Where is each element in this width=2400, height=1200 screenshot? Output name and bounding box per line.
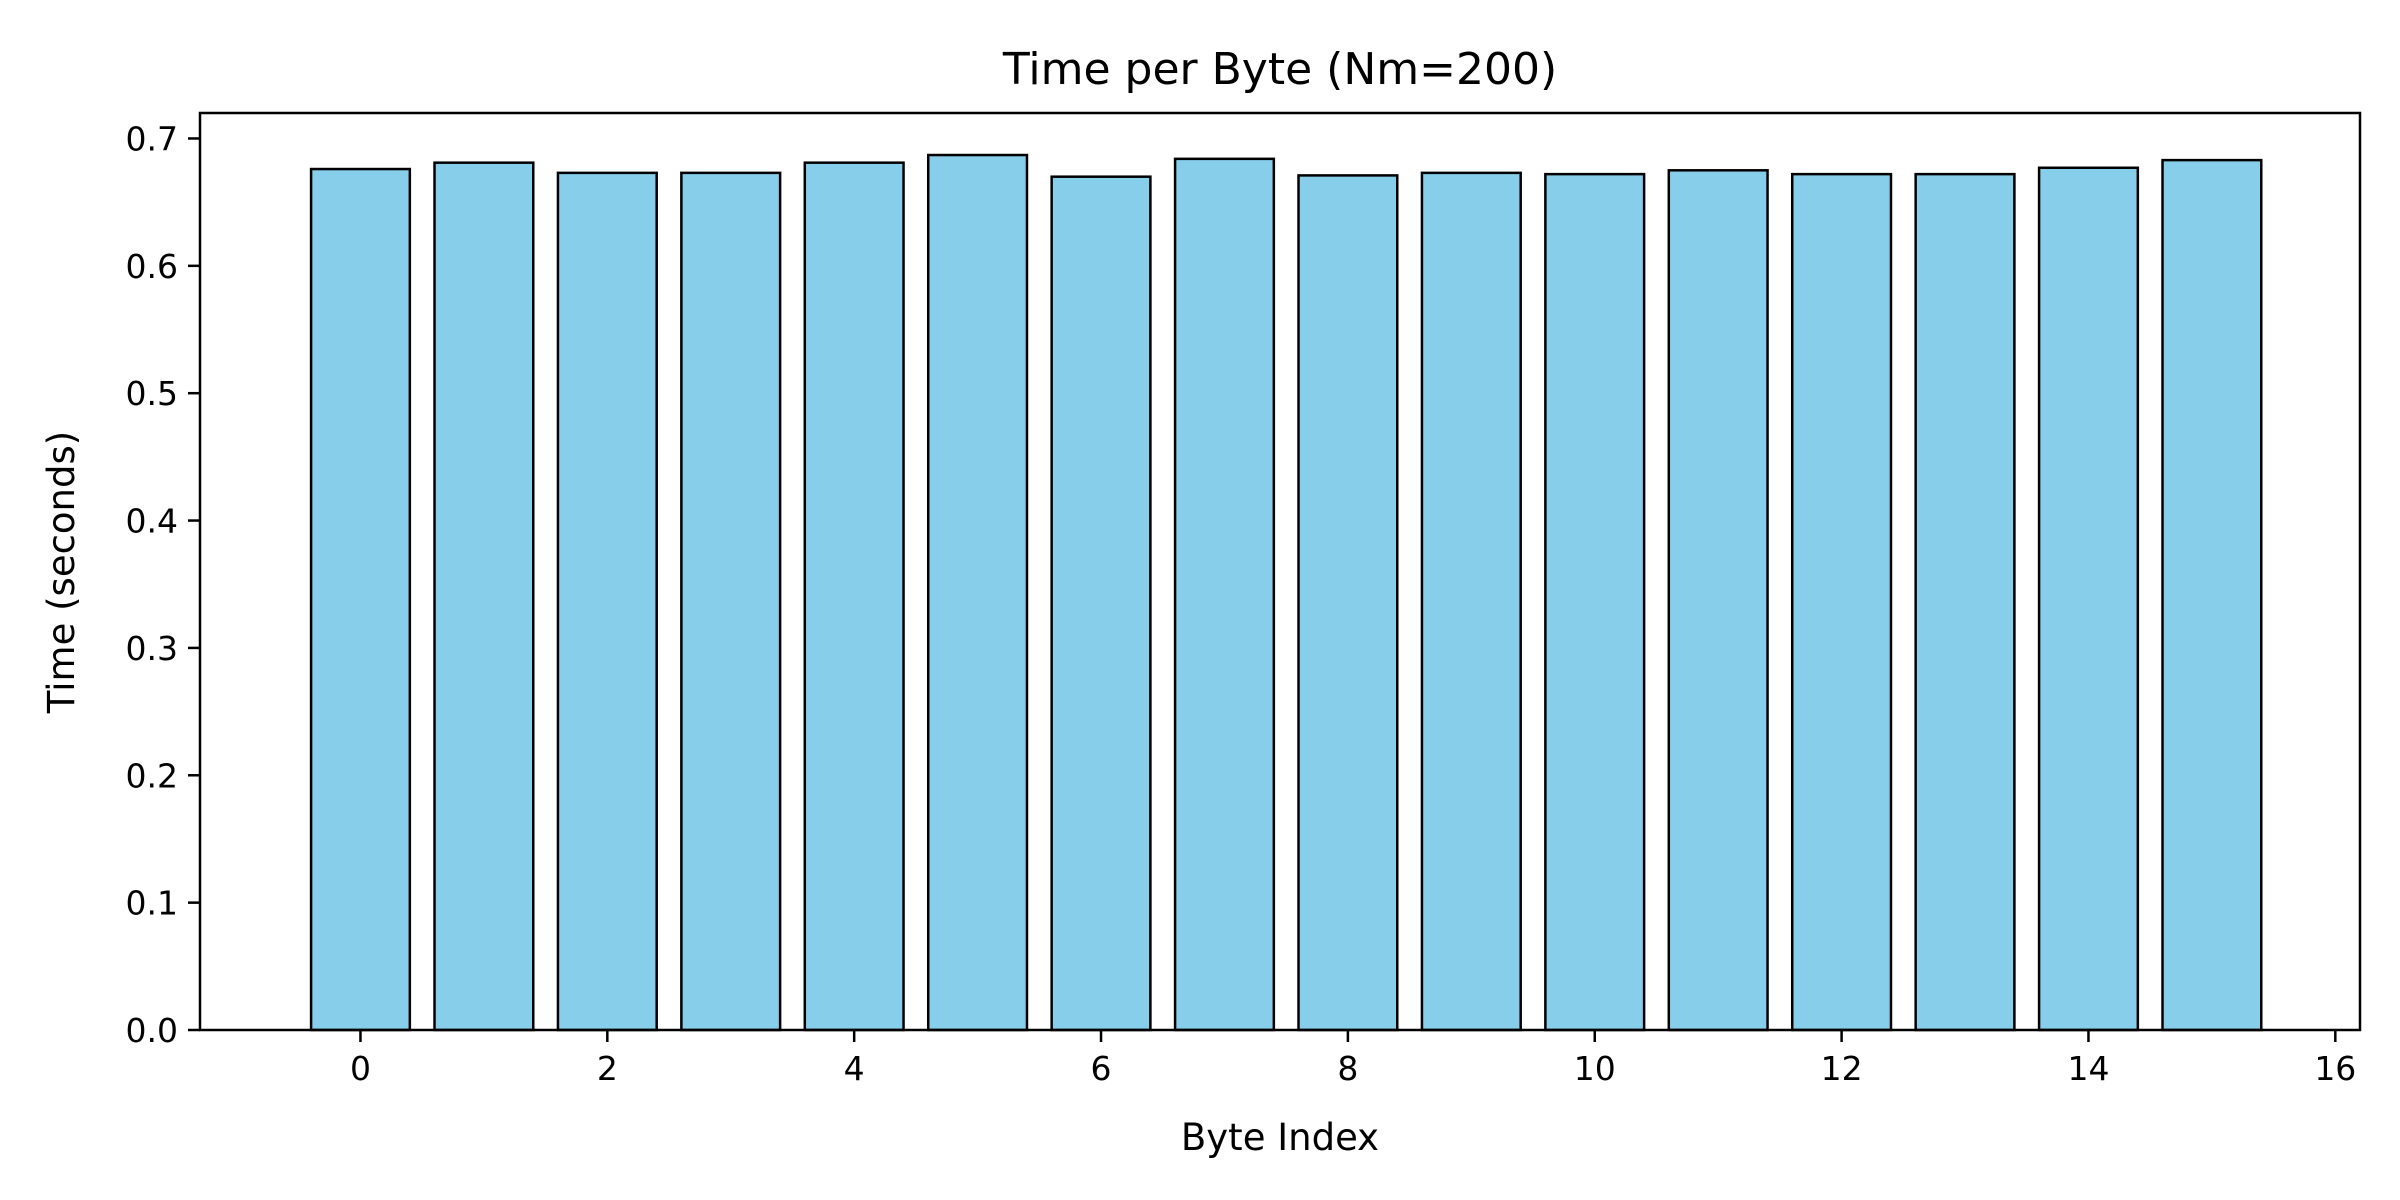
bar-byte-12 xyxy=(1790,172,1893,1032)
x-axis-label: Byte Index xyxy=(1181,1116,1379,1159)
x-tick-label: 16 xyxy=(2314,1049,2356,1088)
x-tick-label: 14 xyxy=(2067,1049,2109,1088)
y-axis-label: Time (seconds) xyxy=(40,431,83,714)
bars-layer xyxy=(309,153,2263,1032)
bar-byte-4 xyxy=(803,161,905,1032)
x-tick-label: 4 xyxy=(844,1049,865,1088)
bar-byte-10 xyxy=(1544,172,1646,1032)
x-tick-label: 10 xyxy=(1574,1049,1616,1088)
plot-frame xyxy=(198,111,2362,1032)
x-tick-label: 12 xyxy=(1821,1049,1863,1088)
bar-byte-3 xyxy=(680,171,782,1032)
bar-byte-7 xyxy=(1173,157,1276,1032)
bar-byte-6 xyxy=(1050,175,1152,1032)
bar-byte-15 xyxy=(2161,158,2263,1032)
y-tick-label: 0.3 xyxy=(126,629,178,668)
bar-byte-11 xyxy=(1667,169,1769,1032)
bar-byte-13 xyxy=(1914,172,2016,1032)
y-tick-label: 0.2 xyxy=(126,756,178,795)
x-tick-label: 8 xyxy=(1337,1049,1358,1088)
bar-byte-2 xyxy=(556,171,658,1032)
bar-byte-1 xyxy=(433,161,535,1032)
y-tick-label: 0.6 xyxy=(126,247,178,286)
bar-byte-8 xyxy=(1297,174,1399,1032)
x-tick-label: 2 xyxy=(597,1049,618,1088)
y-tick-label: 0.4 xyxy=(126,502,178,541)
y-tick-label: 0.5 xyxy=(126,374,178,413)
y-tick-label: 0.0 xyxy=(126,1011,178,1050)
x-tick-label: 0 xyxy=(350,1049,371,1088)
bar-byte-5 xyxy=(926,153,1029,1032)
bar-byte-14 xyxy=(2037,166,2140,1032)
chart-title: Time per Byte (Nm=200) xyxy=(1002,44,1557,95)
x-ticks-layer: 0 2 4 6 8 10 12 14 16 xyxy=(350,1030,2356,1088)
bar-byte-0 xyxy=(309,167,412,1032)
y-tick-label: 0.7 xyxy=(126,119,178,158)
y-tick-label: 0.1 xyxy=(126,884,178,923)
bar-byte-9 xyxy=(1420,171,1522,1032)
y-ticks-layer: 0.0 0.1 0.2 0.3 0.4 0.5 0.6 0.7 xyxy=(126,119,200,1050)
x-tick-label: 6 xyxy=(1091,1049,1112,1088)
